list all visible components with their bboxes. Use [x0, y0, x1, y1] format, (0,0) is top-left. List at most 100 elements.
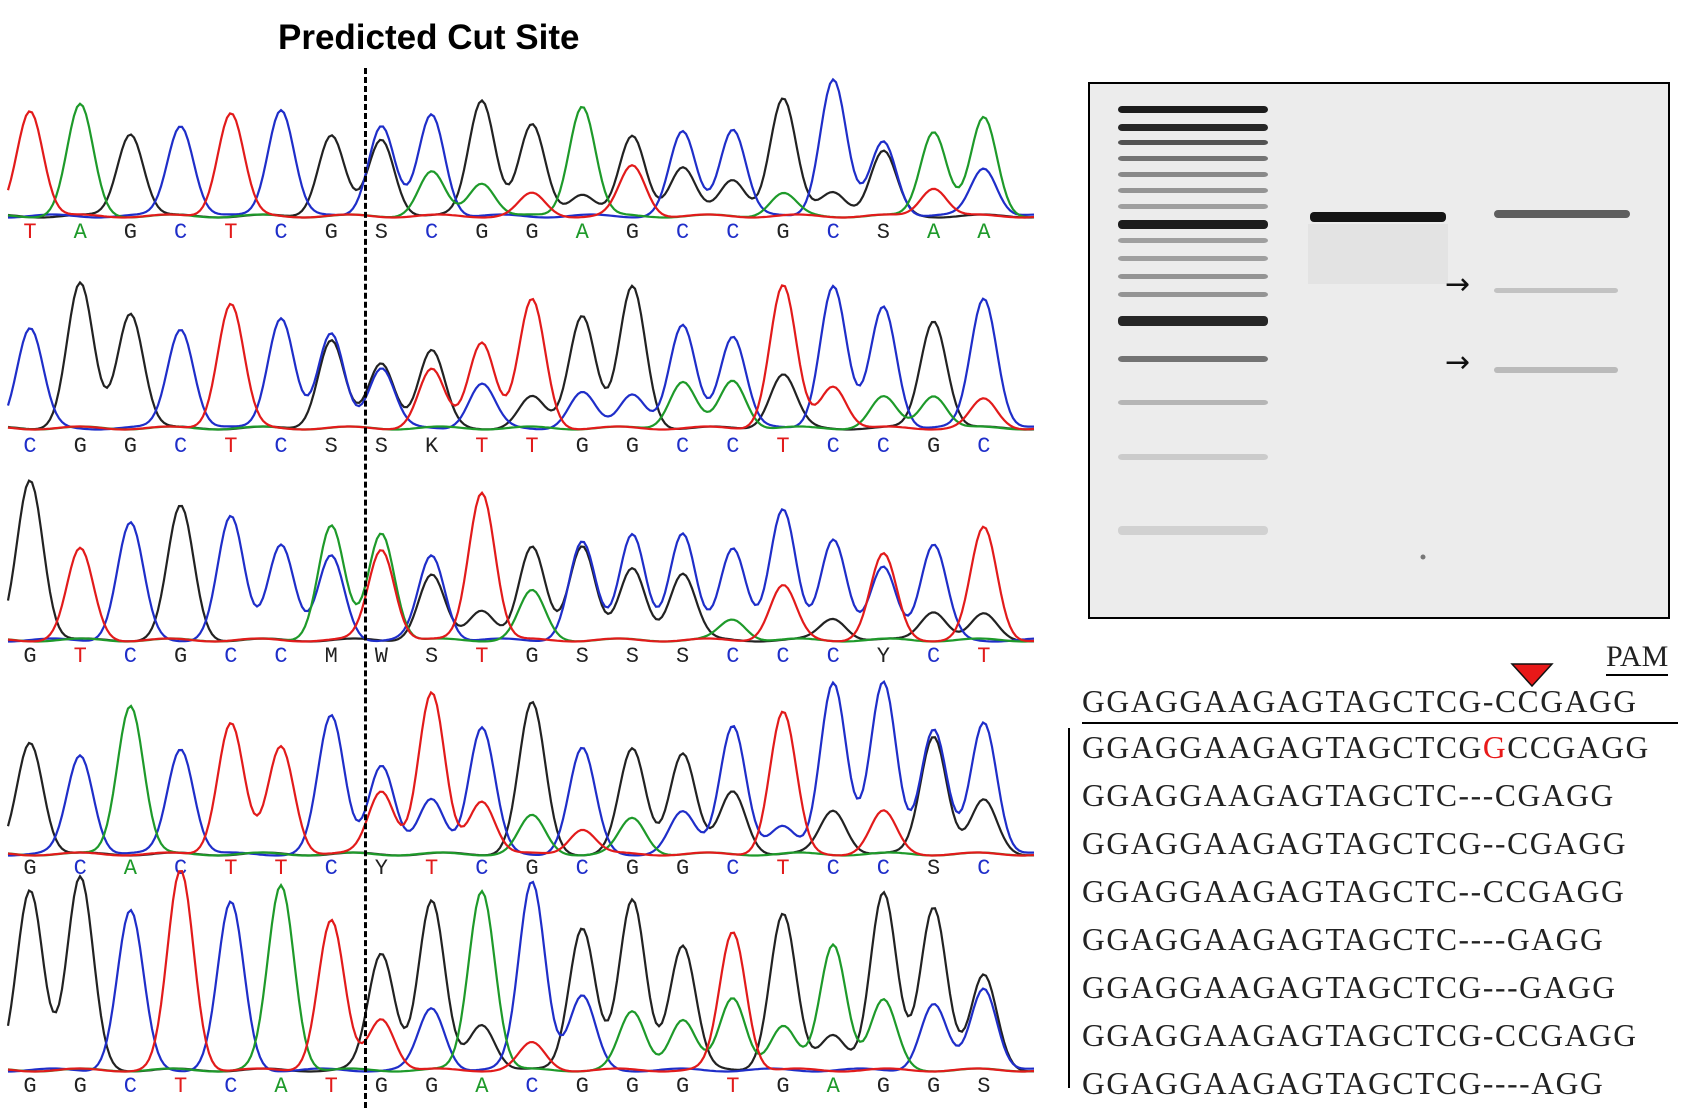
- base-call-label: C: [827, 220, 840, 245]
- reference-divider: [1082, 722, 1678, 724]
- base-call-label: G: [576, 1074, 589, 1099]
- cut-site-marker-icon: [1510, 663, 1554, 688]
- base-call-label: G: [626, 856, 639, 881]
- base-call-label: S: [325, 434, 338, 459]
- allele-sequence-text: GGAGGAAGAGTAGCTCG----AGG: [1082, 1066, 1605, 1101]
- base-call-label: G: [23, 1074, 36, 1099]
- base-call-label: A: [576, 220, 590, 245]
- base-call-label: Y: [877, 644, 890, 669]
- base-call-label: G: [626, 220, 639, 245]
- base-call-label: C: [877, 856, 890, 881]
- base-call-label: G: [626, 1074, 639, 1099]
- allele-sequence: GGAGGAAGAGTAGCTCG--CGAGG: [1082, 826, 1627, 862]
- predicted-cut-site-line: [364, 68, 367, 1108]
- base-call-label: C: [676, 220, 689, 245]
- reference-sequence: GGAGGAAGAGTAGCTCG-CCGAGG: [1082, 684, 1638, 719]
- base-call-label: A: [827, 1074, 841, 1099]
- base-call-label: C: [726, 220, 739, 245]
- base-call-label: G: [74, 434, 87, 459]
- ladder-band: [1118, 124, 1268, 131]
- chromatogram-trace-A: [7, 882, 1035, 1073]
- allele-sequence-text: GGAGGAAGAGTAGCTCG-CCGAGG: [1082, 1018, 1638, 1053]
- chromatogram-trace-A: [7, 524, 1035, 643]
- base-call-label: G: [23, 856, 36, 881]
- allele-group-bracket: [1068, 728, 1070, 1088]
- base-call-label: G: [525, 220, 538, 245]
- base-call-label: C: [475, 856, 488, 881]
- base-call-label: C: [827, 434, 840, 459]
- base-call-label: C: [224, 644, 237, 669]
- base-call-label: G: [576, 434, 589, 459]
- base-call-label: C: [23, 434, 36, 459]
- base-call-label: S: [927, 856, 940, 881]
- base-call-label: C: [425, 220, 438, 245]
- base-call-label: G: [525, 856, 538, 881]
- chromatogram-trace-A: [7, 704, 1035, 857]
- base-call-label: S: [676, 644, 689, 669]
- chromatogram-trace-T: [7, 869, 1035, 1073]
- lane-smear: [1308, 224, 1448, 284]
- cleavage-band: [1494, 367, 1618, 373]
- base-call-label: A: [977, 220, 991, 245]
- base-call-label: T: [475, 434, 488, 459]
- base-call-label: C: [927, 644, 940, 669]
- figure-title: Predicted Cut Site: [278, 18, 580, 57]
- base-call-label: C: [977, 434, 990, 459]
- base-call-label: A: [124, 856, 138, 881]
- chromatogram-trace-T: [7, 284, 1035, 431]
- base-call-label: C: [274, 220, 287, 245]
- base-call-label: C: [726, 434, 739, 459]
- gel-arrow-icon: →: [1445, 345, 1470, 380]
- allele-sequence-text: GGAGGAAGAGTAGCTC----GAGG: [1082, 922, 1605, 957]
- chromatogram-trace-T: [7, 491, 1035, 643]
- base-call-label: T: [325, 1074, 338, 1099]
- ladder-band: [1118, 274, 1268, 279]
- chromatogram-trace-G: [6, 479, 1035, 643]
- gel-speck: [1420, 554, 1426, 560]
- base-call-label: C: [274, 434, 287, 459]
- base-call-label: S: [977, 1074, 990, 1099]
- allele-sequence-text: GGAGGAAGAGTAGCTCG: [1082, 730, 1483, 765]
- allele-sequence: GGAGGAAGAGTAGCTC--CCGAGG: [1082, 874, 1625, 910]
- base-call-label: C: [124, 644, 137, 669]
- allele-sequence-text: GGAGGAAGAGTAGCTCG---GAGG: [1082, 970, 1617, 1005]
- base-call-label: G: [124, 434, 137, 459]
- base-call-label: C: [174, 220, 187, 245]
- base-call-label: G: [927, 434, 940, 459]
- base-call-label: A: [927, 220, 941, 245]
- base-call-label: G: [174, 644, 187, 669]
- base-call-label: S: [375, 220, 388, 245]
- chromatogram-trace-G: [7, 280, 1035, 431]
- pam-label: PAM: [1606, 640, 1669, 676]
- base-call-label: K: [425, 434, 439, 459]
- chromatogram-trace-C: [8, 679, 1034, 857]
- base-call-label: S: [425, 644, 438, 669]
- base-call-label: C: [325, 856, 338, 881]
- base-call-label: C: [827, 644, 840, 669]
- base-call-label: T: [224, 220, 237, 245]
- base-call-label: G: [475, 220, 488, 245]
- base-call-label: G: [927, 1074, 940, 1099]
- base-call-label: C: [274, 644, 287, 669]
- gel-bands: →→: [1090, 84, 1668, 617]
- base-call-label: T: [776, 856, 789, 881]
- base-call-label: C: [174, 434, 187, 459]
- base-call-label: G: [74, 1074, 87, 1099]
- base-call-label: G: [626, 434, 639, 459]
- base-call-label: C: [726, 856, 739, 881]
- chromatogram-trace-C: [8, 77, 1035, 219]
- base-call-label: C: [174, 856, 187, 881]
- base-call-label: G: [776, 1074, 789, 1099]
- base-call-label: S: [626, 644, 639, 669]
- base-call-label: T: [726, 1074, 739, 1099]
- base-call-label: T: [977, 644, 990, 669]
- base-call-label: W: [375, 644, 389, 669]
- base-call-label: S: [877, 220, 890, 245]
- base-call-label: C: [726, 644, 739, 669]
- gel-background: [1090, 84, 1668, 617]
- base-call-label: C: [576, 856, 589, 881]
- base-call-label: A: [274, 1074, 288, 1099]
- ladder-band: [1118, 356, 1268, 362]
- allele-sequence: GGAGGAAGAGTAGCTCGGCCGAGG: [1082, 730, 1650, 766]
- base-call-label: A: [475, 1074, 489, 1099]
